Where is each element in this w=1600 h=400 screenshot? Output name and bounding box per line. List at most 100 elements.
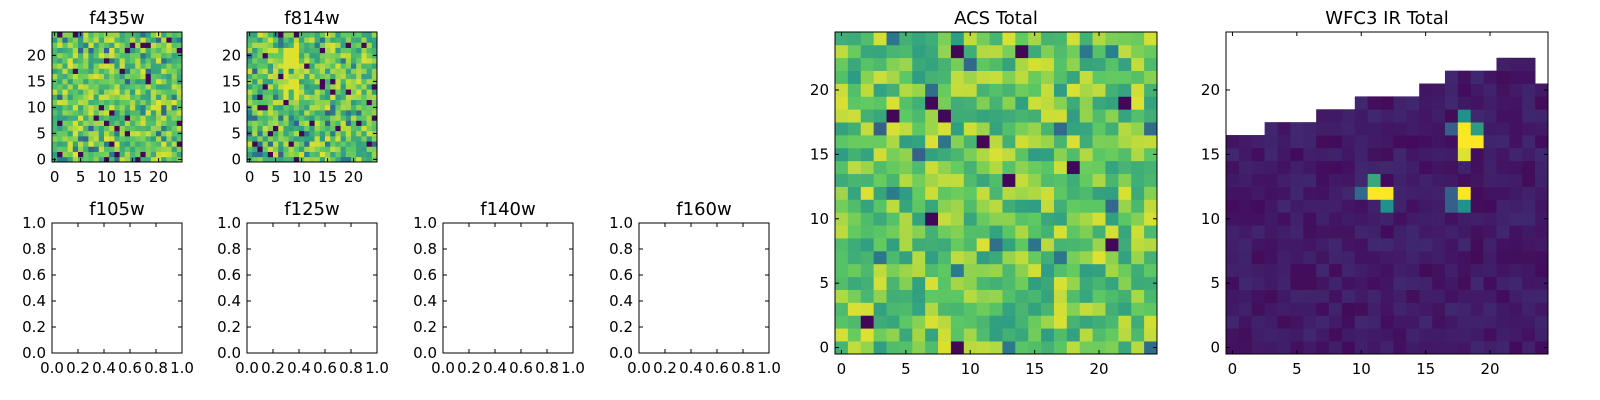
heatmap-pixel [1393, 109, 1407, 123]
heatmap-pixel [1015, 173, 1029, 187]
heatmap-pixel [1535, 173, 1549, 187]
x-tick-label: 0.2 [653, 359, 677, 377]
y-tick-label: 0.8 [413, 240, 437, 258]
heatmap-pixel [1393, 212, 1407, 226]
heatmap-pixel [119, 151, 126, 158]
heatmap-pixel [1496, 173, 1510, 187]
heatmap-pixel [1341, 276, 1356, 290]
heatmap-pixel [1131, 44, 1145, 59]
heatmap-pixel [1341, 199, 1356, 213]
heatmap-pixel [1470, 263, 1484, 278]
heatmap-pixel [351, 73, 357, 80]
heatmap-pixel [1290, 212, 1304, 226]
heatmap-pixel [145, 32, 152, 38]
heatmap-pixel [1053, 122, 1068, 136]
heatmap-pixel [299, 37, 305, 43]
heatmap-pixel [1118, 32, 1132, 46]
heatmap-pixel [62, 94, 68, 100]
heatmap-pixel [835, 173, 849, 187]
heatmap-pixel [1092, 135, 1106, 149]
heatmap-pixel [835, 238, 849, 252]
heatmap-pixel [1277, 328, 1291, 342]
heatmap-pixel [161, 73, 167, 80]
heatmap-pixel [938, 173, 952, 187]
heatmap-pixel [335, 156, 341, 163]
heatmap-pixel [88, 63, 94, 69]
heatmap-pixel [345, 130, 352, 137]
heatmap-pixel [1367, 263, 1381, 278]
heatmap-pixel [304, 120, 310, 126]
heatmap-pixel [319, 141, 326, 147]
heatmap-pixel [314, 78, 321, 85]
heatmap-pixel [345, 115, 352, 121]
heatmap-pixel [267, 136, 274, 142]
heatmap-pixel [345, 58, 352, 64]
x-tick-label: 0.6 [509, 359, 533, 377]
heatmap-pixel [145, 68, 152, 74]
heatmap-pixel [67, 156, 74, 163]
x-tick-label: 20 [344, 168, 363, 186]
heatmap-pixel [109, 68, 115, 74]
heatmap-pixel [925, 70, 939, 84]
heatmap-pixel [835, 302, 849, 316]
heatmap-pixel [150, 156, 157, 163]
heatmap-pixel [351, 68, 357, 74]
heatmap-pixel [171, 125, 178, 132]
heatmap-pixel [1419, 225, 1433, 239]
heatmap-pixel [176, 125, 183, 132]
heatmap-pixel [325, 151, 331, 158]
heatmap-pixel [1053, 83, 1068, 97]
heatmap-pixel [351, 99, 357, 106]
heatmap-pixel [1380, 96, 1394, 110]
heatmap-pixel [319, 120, 326, 126]
heatmap-pixel [325, 84, 331, 90]
heatmap-pixel [283, 110, 289, 116]
heatmap-pixel [1367, 109, 1381, 123]
heatmap-pixel [1457, 225, 1472, 239]
heatmap-pixel [52, 110, 58, 116]
heatmap-pixel [304, 115, 310, 121]
heatmap-pixel [899, 57, 913, 71]
heatmap-pixel [1015, 96, 1029, 110]
heatmap-pixel [135, 58, 141, 64]
heatmap-pixel [1483, 199, 1497, 213]
y-tick-label: 15 [810, 145, 829, 163]
heatmap-pixel [835, 83, 849, 97]
heatmap-pixel [950, 238, 965, 252]
heatmap-pixel [1290, 122, 1304, 136]
heatmap-pixel [72, 130, 79, 137]
heatmap-pixel [335, 63, 341, 69]
heatmap-pixel [1444, 135, 1459, 149]
heatmap-pixel [835, 315, 849, 329]
heatmap-pixel [52, 47, 58, 54]
heatmap-pixel [366, 63, 373, 69]
heatmap-pixel [1444, 70, 1459, 84]
heatmap-pixel [1015, 225, 1029, 239]
heatmap-pixel [1118, 315, 1132, 329]
heatmap-pixel [267, 63, 274, 69]
heatmap-pixel [361, 156, 367, 163]
heatmap-pixel [989, 199, 1003, 213]
heatmap-pixel [304, 110, 310, 116]
heatmap-pixel [262, 52, 269, 59]
heatmap-pixel [1457, 186, 1472, 200]
heatmap-pixel [330, 120, 336, 126]
heatmap-pixel [247, 89, 253, 95]
heatmap-pixel [93, 58, 100, 64]
heatmap-pixel [1457, 315, 1472, 329]
heatmap-pixel [140, 37, 146, 43]
heatmap-pixel [62, 52, 68, 59]
heatmap-pixel [262, 110, 269, 116]
heatmap-pixel [1002, 57, 1016, 71]
heatmap-pixel [356, 120, 362, 126]
heatmap-pixel [1131, 109, 1145, 123]
heatmap-pixel [351, 42, 357, 48]
heatmap-pixel [88, 37, 94, 43]
heatmap-pixel [104, 125, 110, 132]
heatmap-pixel [1354, 263, 1369, 278]
heatmap-pixel [314, 58, 321, 64]
heatmap-pixel [1238, 250, 1253, 265]
heatmap-pixel [335, 141, 341, 147]
heatmap-pixel [1303, 199, 1317, 213]
heatmap-pixel [114, 120, 120, 126]
